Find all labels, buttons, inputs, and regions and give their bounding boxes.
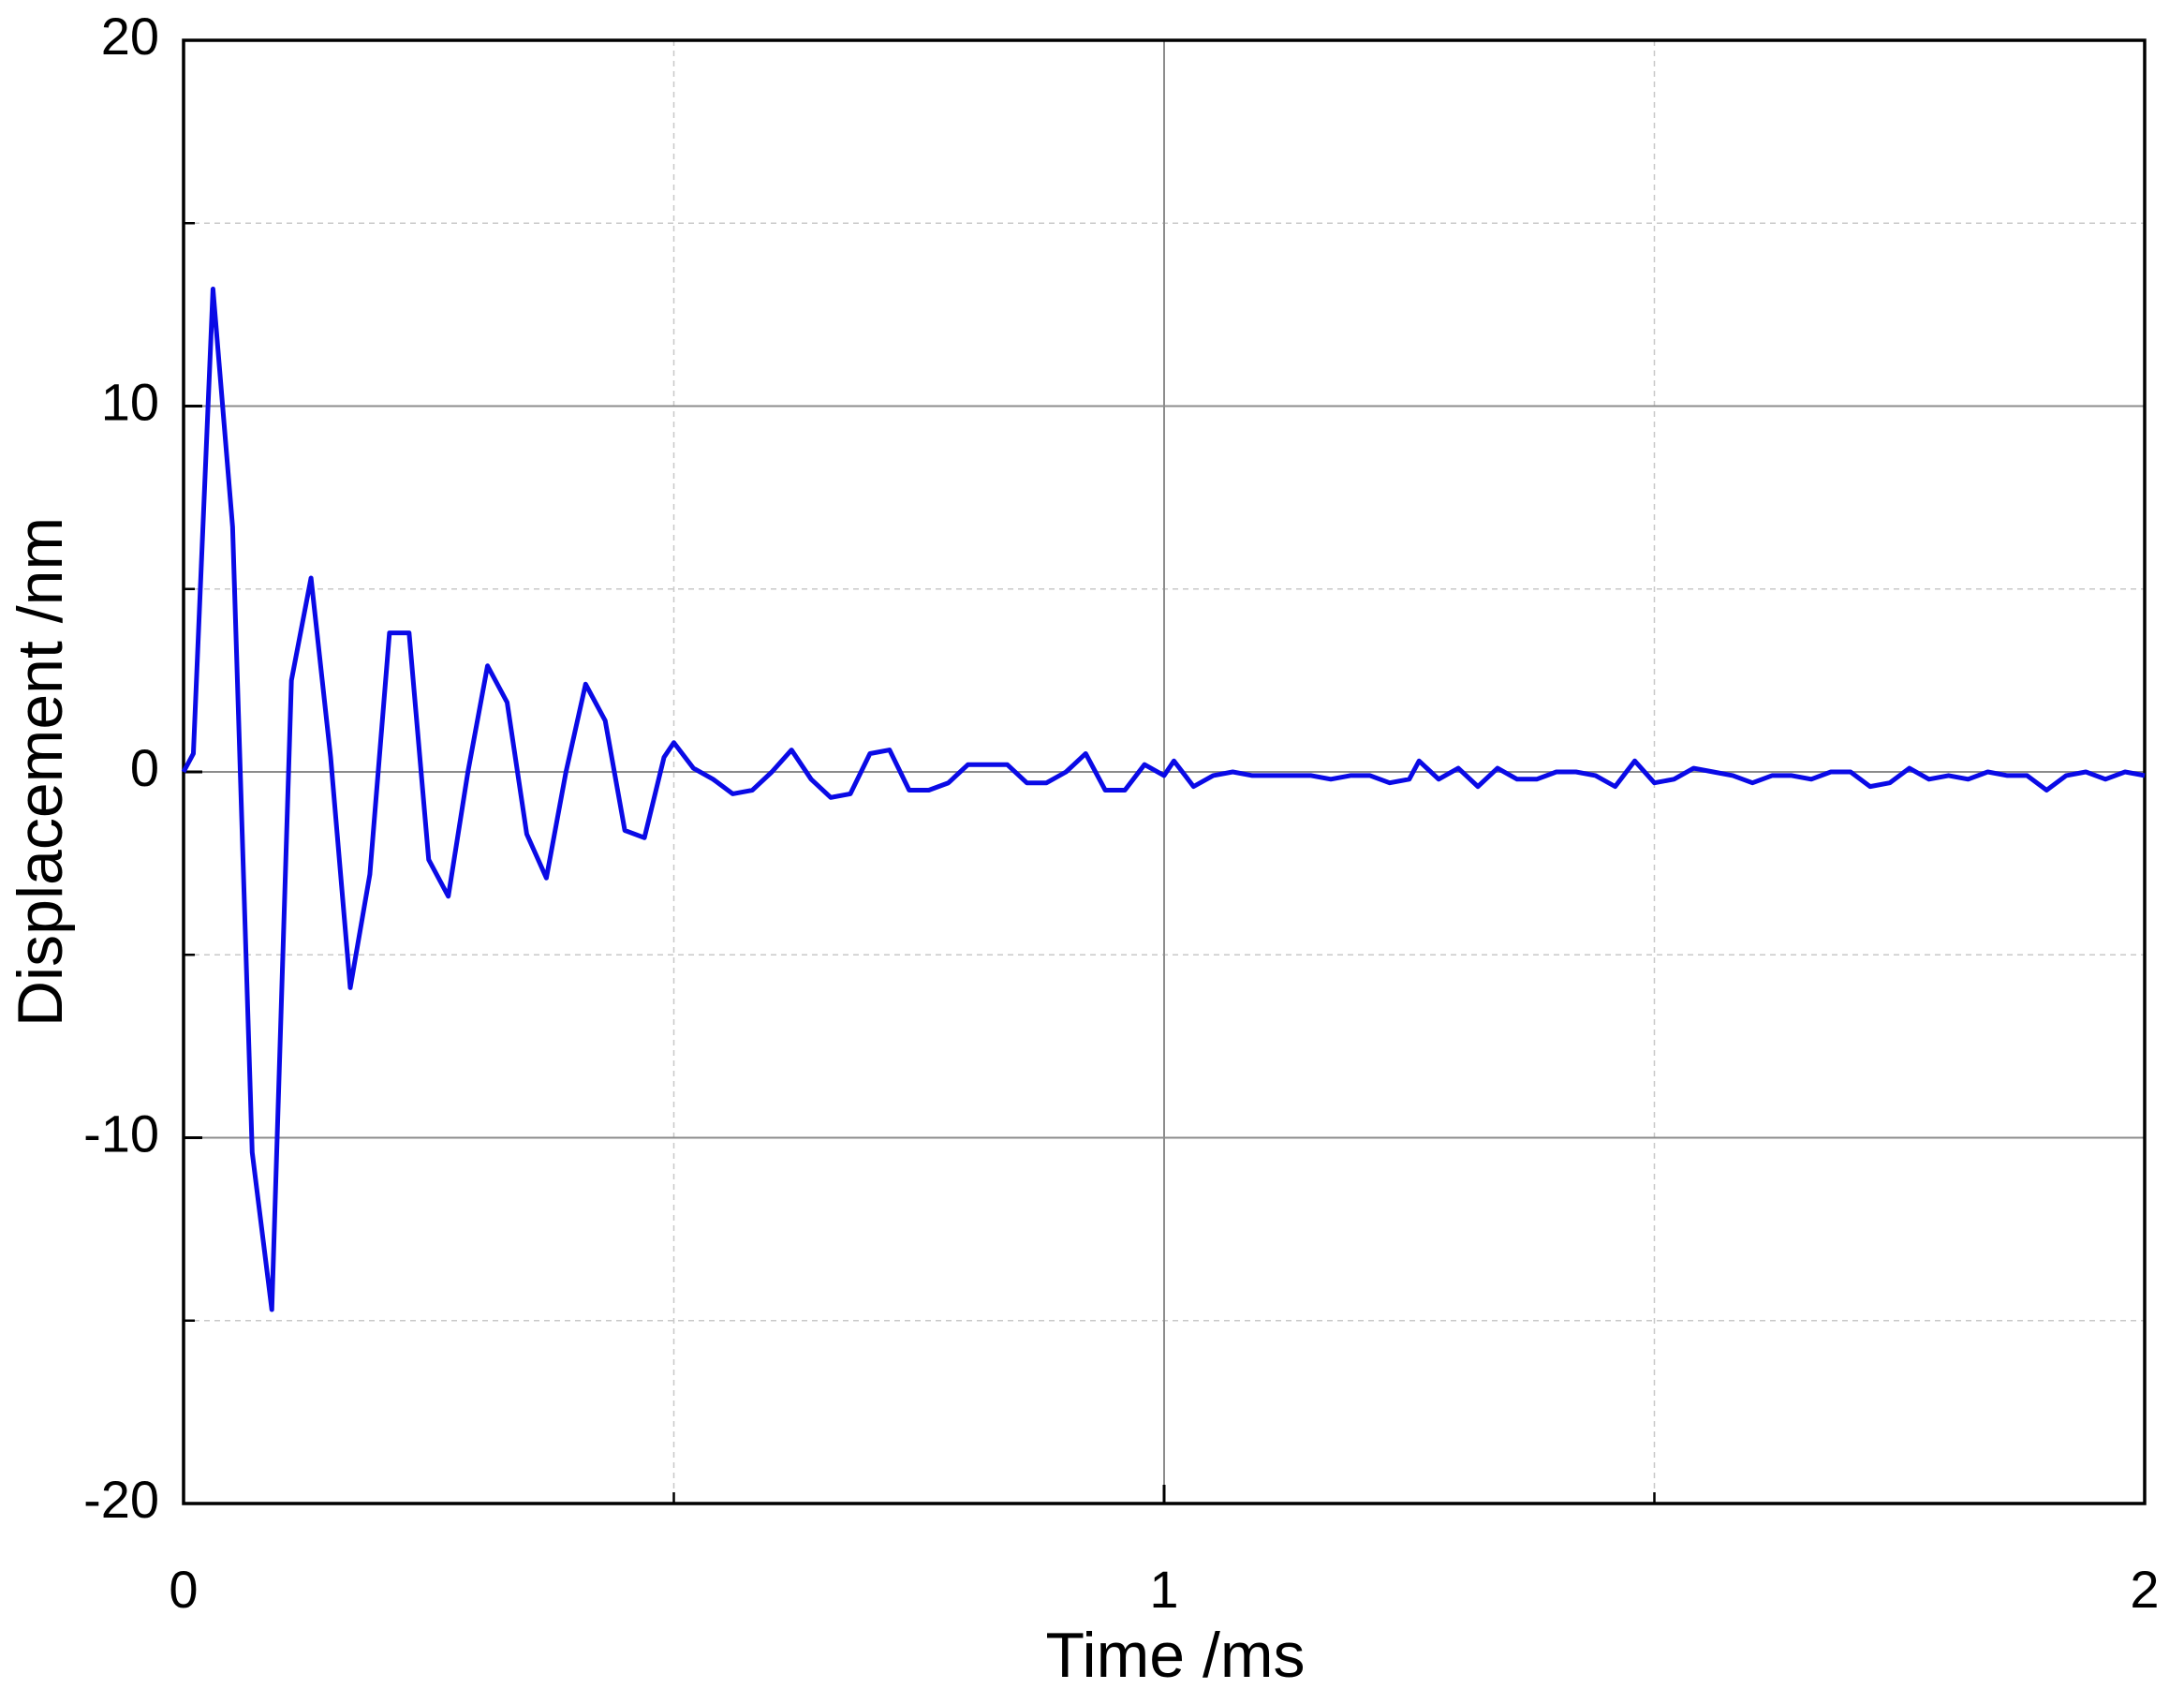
y-axis-title: Displacement /nm [5, 517, 76, 1027]
data-line [181, 287, 2146, 1312]
y-tick-label: 20 [101, 7, 159, 66]
x-axis-title: Time /ms [1045, 1620, 1305, 1689]
x-tick-label: 2 [2130, 1560, 2159, 1619]
y-tick-label: 10 [101, 372, 159, 431]
y-tick-label: 0 [130, 738, 159, 797]
x-tick-label: 1 [1149, 1560, 1178, 1619]
y-tick-label: -20 [83, 1470, 159, 1529]
x-tick-label: 0 [169, 1560, 198, 1619]
y-tick-label: -10 [83, 1104, 159, 1163]
